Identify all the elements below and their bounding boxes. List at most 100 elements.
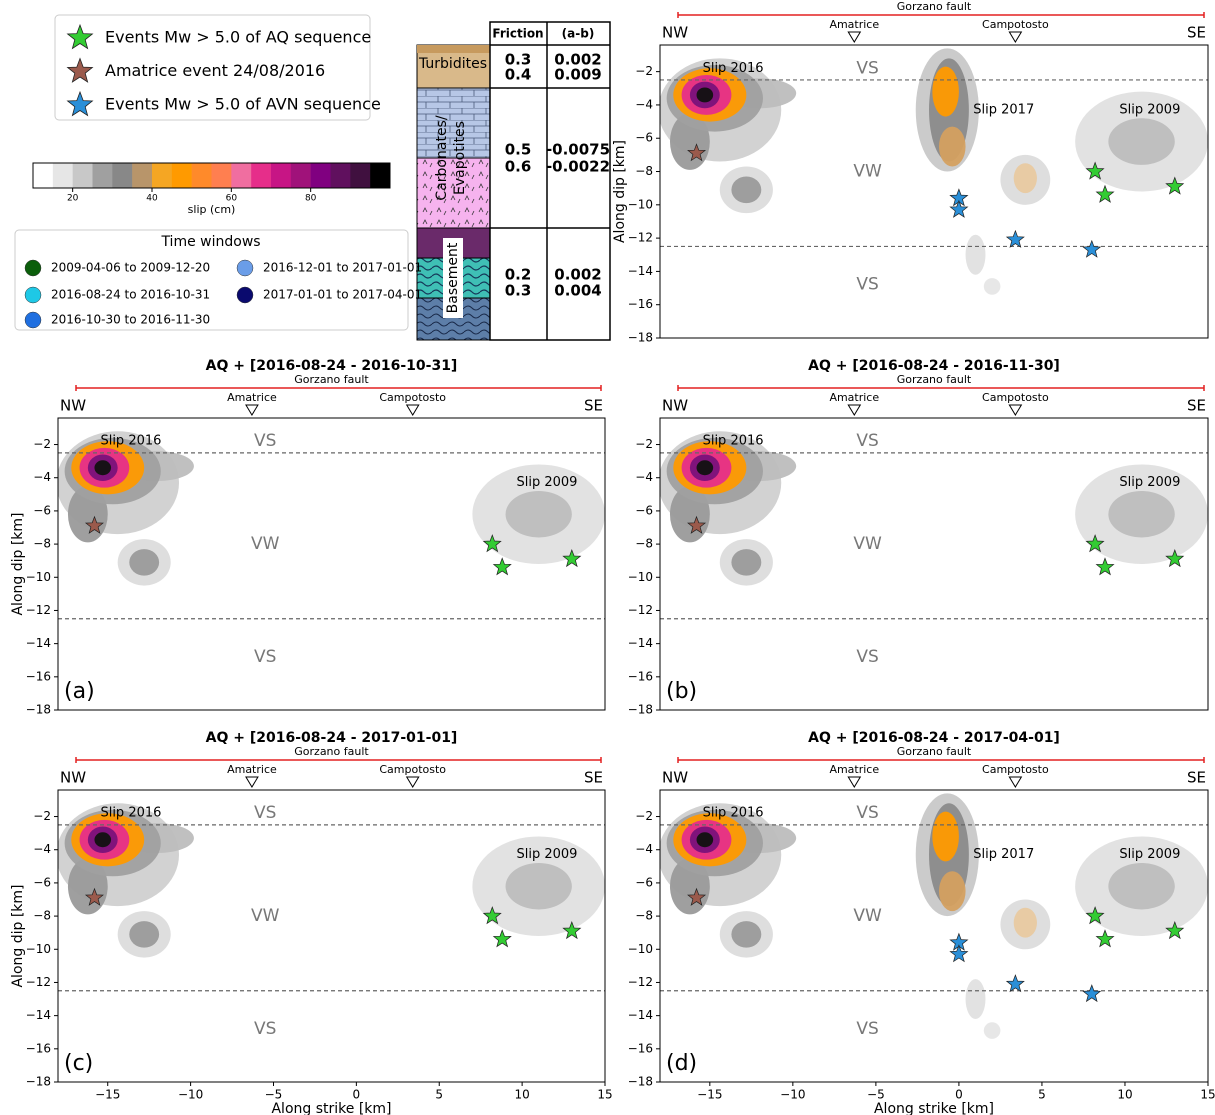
panel-title: AQ + [2016-08-24 - 2017-01-01] [206, 730, 458, 746]
y-tick-label: −18 [26, 1075, 51, 1089]
colorbar-swatch [212, 163, 232, 188]
y-tick-label: −6 [635, 131, 653, 145]
town-label: Amatrice [829, 18, 879, 31]
y-tick-label: −4 [635, 97, 653, 111]
legend-label: Events Mw > 5.0 of AVN sequence [105, 95, 381, 114]
y-tick-label: −6 [33, 875, 51, 889]
event-star [494, 558, 511, 574]
page: Time windows Friction (a-b) Events Mw > … [0, 0, 1215, 1115]
slip-patch [697, 87, 714, 102]
patches [56, 803, 605, 957]
colorbar-swatch [350, 163, 370, 188]
x-tick-label: 15 [597, 1088, 612, 1102]
event-star [950, 201, 967, 217]
colorbar-swatch [251, 163, 271, 188]
zone-label: VS [856, 803, 878, 823]
ab-value: -0.0075 [546, 141, 610, 159]
event-star [1097, 930, 1114, 946]
y-tick-label: −18 [26, 703, 51, 717]
y-tick-label: −4 [635, 842, 653, 856]
x-tick-label: −10 [178, 1088, 203, 1102]
y-tick-label: −6 [635, 503, 653, 517]
slip-patch [984, 1022, 1001, 1039]
town-marker [848, 777, 860, 787]
slip-patch [984, 278, 1001, 295]
figure: Time windows Friction (a-b) Events Mw > … [0, 0, 1215, 1115]
x-tick-label: −15 [697, 1088, 722, 1102]
y-tick-label: −8 [635, 537, 653, 551]
panel: Gorzano faultNWSEAmatriceCampotostoVSVWV… [628, 730, 1215, 1115]
town-marker [1009, 777, 1021, 787]
legend-marker [25, 287, 41, 303]
legend-label: 2016-12-01 to 2017-01-01 [263, 261, 422, 275]
colorbar-swatch [112, 163, 132, 188]
y-tick-label: −16 [26, 669, 51, 683]
y-tick-label: −10 [26, 942, 51, 956]
y-tick-label: −10 [628, 570, 653, 584]
direction-label: SE [1187, 24, 1206, 42]
x-tick-label: −5 [867, 1088, 885, 1102]
colorbar-swatch [152, 163, 172, 188]
friction-value: 0.4 [505, 66, 532, 84]
y-tick-label: −2 [635, 64, 653, 78]
y-tick-label: −16 [628, 297, 653, 311]
patches [56, 431, 605, 585]
town-marker [246, 405, 258, 415]
y-tick-label: −12 [26, 975, 51, 989]
town-label: Campotosto [379, 391, 446, 404]
panel-label: (b) [666, 679, 697, 704]
town-label: Campotosto [982, 763, 1049, 776]
direction-label: SE [584, 397, 603, 415]
friction-value: 0.6 [505, 158, 532, 176]
fault-label: Gorzano fault [897, 373, 972, 386]
patches [658, 793, 1208, 1039]
slip-patch [697, 832, 714, 847]
ab-value: -0.0022 [546, 158, 610, 176]
y-tick-label: −8 [635, 909, 653, 923]
slip-patch [129, 549, 159, 576]
y-tick-label: −10 [628, 197, 653, 211]
x-tick-label: 15 [1200, 1088, 1215, 1102]
colorbar-swatch [33, 163, 53, 188]
y-tick-label: −4 [33, 470, 51, 484]
slip-patch [506, 491, 572, 537]
panel-title: AQ + [2016-08-24 - 2016-10-31] [206, 358, 458, 374]
x-tick-label: 40 [146, 194, 158, 204]
slip-patch [932, 67, 959, 117]
y-tick-label: −14 [628, 1008, 653, 1022]
y-tick-label: −8 [635, 164, 653, 178]
legend-label: Amatrice event 24/08/2016 [105, 61, 325, 80]
y-tick-label: −6 [33, 503, 51, 517]
town-marker [246, 777, 258, 787]
slip-label: Slip 2009 [1119, 847, 1180, 862]
slip-label: Slip 2016 [100, 806, 161, 821]
table-header: Friction [492, 27, 543, 41]
zone-label: VW [853, 534, 882, 554]
legend-label: 2017-01-01 to 2017-04-01 [263, 288, 422, 302]
legend-marker [237, 287, 253, 303]
layer-label: Carbonates/ [434, 115, 450, 200]
slip-patch [1108, 491, 1174, 537]
y-tick-label: −12 [628, 231, 653, 245]
zone-label: VS [856, 1019, 878, 1039]
legend-label: Events Mw > 5.0 of AQ sequence [105, 28, 371, 47]
y-axis-label: Along dip [km] [612, 140, 628, 243]
slip-label: Slip 2009 [517, 475, 578, 490]
zone-label: VW [251, 534, 280, 554]
slip-patch [1014, 163, 1037, 193]
legend-marker [25, 312, 41, 328]
x-tick-label: 0 [353, 1088, 361, 1102]
y-tick-label: −16 [628, 669, 653, 683]
slip-patch [1108, 863, 1174, 909]
ab-value: 0.009 [554, 66, 601, 84]
fault-label: Gorzano fault [897, 745, 972, 758]
town-label: Campotosto [982, 18, 1049, 31]
direction-label: NW [662, 24, 688, 42]
event-star [1007, 231, 1024, 247]
y-tick-label: −2 [635, 809, 653, 823]
town-marker [1009, 32, 1021, 42]
direction-label: NW [662, 397, 688, 415]
event-star [1083, 241, 1100, 257]
slip-label: Slip 2009 [1119, 475, 1180, 490]
